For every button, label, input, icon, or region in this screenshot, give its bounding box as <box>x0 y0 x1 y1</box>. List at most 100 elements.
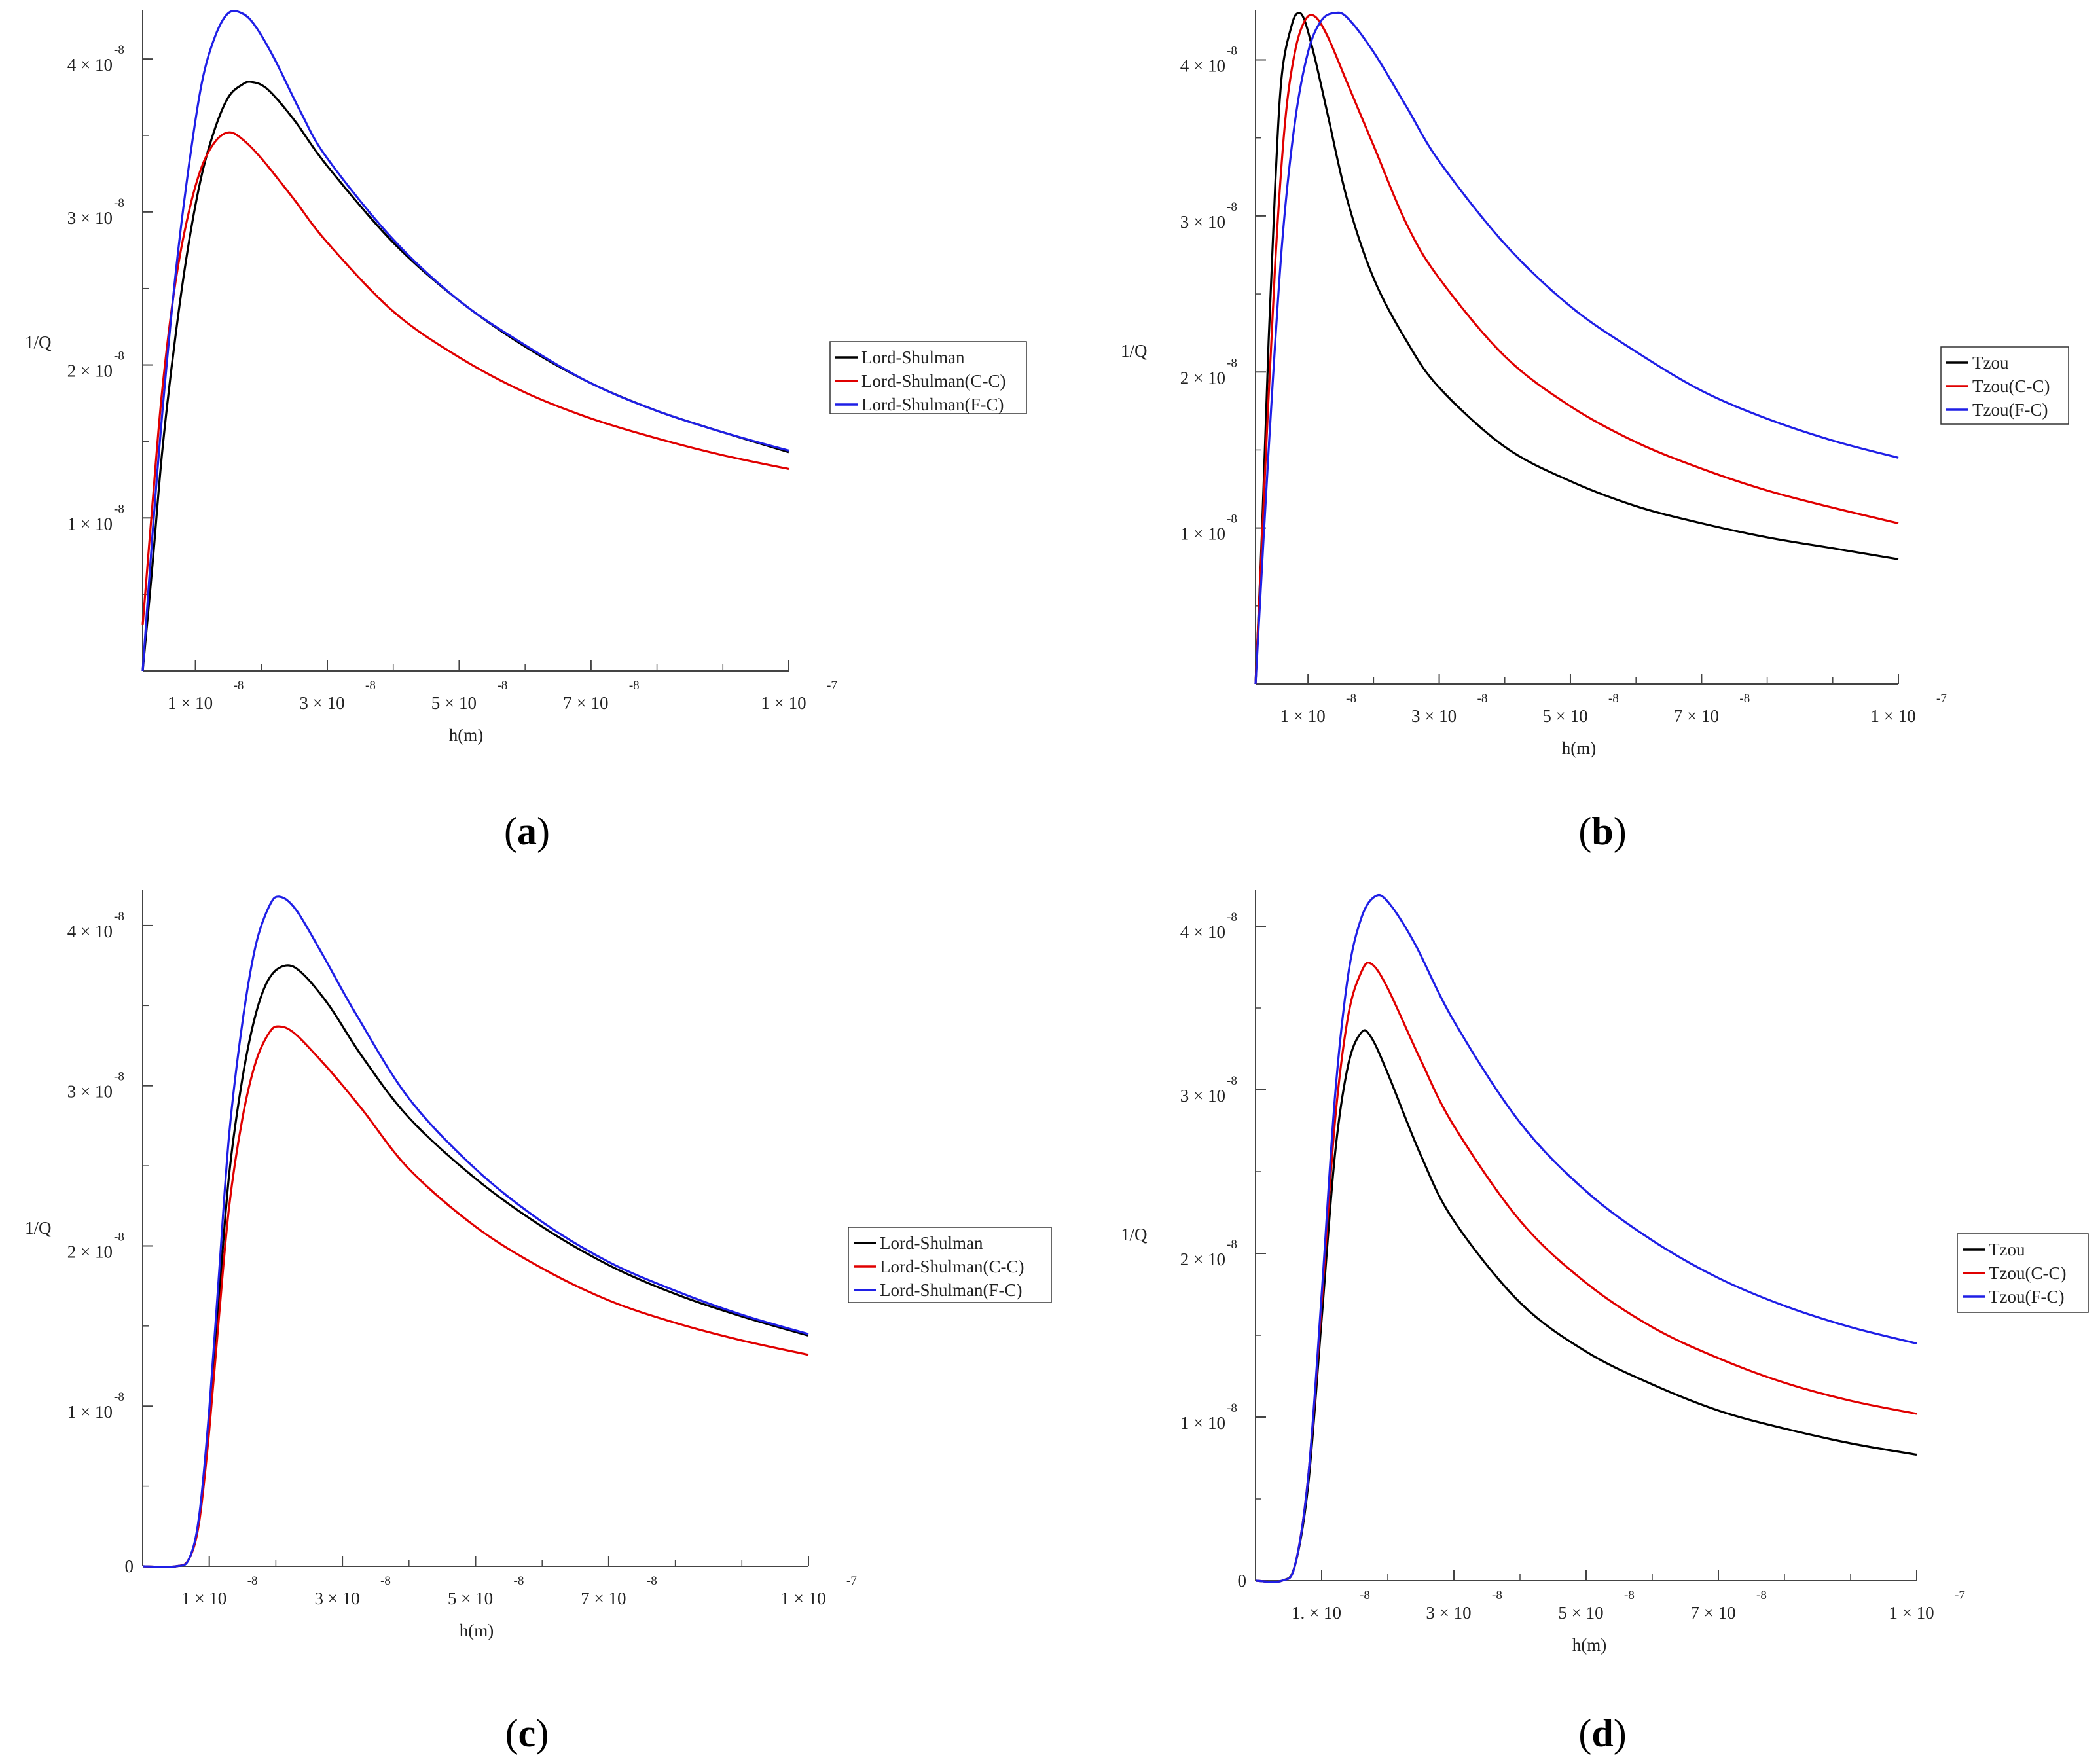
y-tick-label: 1 × 10 <box>67 1402 113 1422</box>
x-tick-exponent: -8 <box>647 1574 657 1588</box>
legend: Tzou Tzou(C-C) Tzou(F-C) <box>1957 1233 2089 1313</box>
y-tick-label: 2 × 10 <box>67 361 113 381</box>
x-tick-label: 3 × 10 <box>314 1589 359 1608</box>
legend-label: Lord-Shulman <box>880 1233 983 1253</box>
x-tick-exponent: -8 <box>234 679 244 693</box>
y-tick-exponent: -8 <box>1227 1401 1237 1415</box>
y-tick-label: 0 <box>125 1557 134 1576</box>
series-line-lord-shulman-f-c <box>142 895 809 1568</box>
y-tick-label: 4 × 10 <box>67 922 113 941</box>
y-tick-exponent: -8 <box>1227 910 1237 924</box>
y-tick-exponent: -8 <box>114 1230 124 1244</box>
series-line-tzou <box>1255 1029 1917 1583</box>
chart-panel-d: 1. × 10-83 × 10-85 × 10-87 × 10-81 × 10-… <box>1121 890 2089 1755</box>
x-tick-exponent: -8 <box>1608 692 1619 706</box>
y-tick-label: 1 × 10 <box>67 514 113 533</box>
y-tick-exponent: -8 <box>1227 45 1237 58</box>
panel-caption: (d) <box>1578 1712 1626 1755</box>
x-tick-exponent: -8 <box>1739 692 1750 706</box>
x-tick-label: 1 × 10 <box>181 1589 226 1608</box>
x-tick-exponent: -8 <box>365 679 376 693</box>
y-tick-label: 4 × 10 <box>1180 56 1225 76</box>
y-tick-label: 3 × 10 <box>1180 212 1225 232</box>
y-tick-exponent: -8 <box>114 910 124 924</box>
series-line-lord-shulman-c-c <box>142 1025 809 1568</box>
legend-label: Lord-Shulman(C-C) <box>880 1257 1024 1276</box>
x-axis-label: h(m) <box>1562 738 1596 758</box>
x-tick-label: 1 × 10 <box>1889 1603 1934 1623</box>
series-line-tzou-c-c <box>1254 14 1899 685</box>
legend-label: Tzou(F-C) <box>1972 400 2048 420</box>
x-tick-label: 1 × 10 <box>168 693 213 713</box>
panel-caption: (a) <box>504 810 550 853</box>
y-tick-label: 2 × 10 <box>1180 368 1225 387</box>
x-tick-label: 1 × 10 <box>780 1589 825 1608</box>
y-tick-exponent: -8 <box>114 1390 124 1404</box>
legend-box <box>848 1227 1052 1303</box>
x-tick-exponent: -7 <box>1955 1589 1965 1602</box>
x-tick-label: 1. × 10 <box>1292 1603 1341 1623</box>
y-tick-exponent: -8 <box>1227 200 1237 214</box>
x-tick-exponent: -7 <box>1936 692 1947 706</box>
x-tick-exponent: -8 <box>247 1574 258 1588</box>
series-line-lord-shulman-c-c <box>141 131 789 626</box>
y-tick-label: 2 × 10 <box>67 1242 113 1261</box>
legend: Lord-Shulman Lord-Shulman(C-C) Lord-Shulma… <box>848 1227 1052 1303</box>
y-tick-exponent: -8 <box>114 350 124 363</box>
y-axis-label: 1/Q <box>25 1218 52 1238</box>
y-axis-label: 1/Q <box>1121 1225 1148 1244</box>
y-tick-label: 1 × 10 <box>1180 524 1225 544</box>
y-tick-exponent: -8 <box>114 1070 124 1084</box>
x-tick-label: 7 × 10 <box>581 1589 626 1608</box>
series-line-tzou-f-c <box>1254 11 1899 685</box>
x-tick-label: 7 × 10 <box>1690 1603 1735 1623</box>
x-tick-exponent: -7 <box>846 1574 857 1588</box>
y-tick-exponent: -8 <box>1227 356 1237 370</box>
y-tick-label: 0 <box>1238 1571 1247 1591</box>
x-tick-label: 5 × 10 <box>448 1589 493 1608</box>
legend-label: Tzou <box>1989 1240 2025 1259</box>
series-line-lord-shulman-f-c <box>141 10 789 672</box>
x-tick-exponent: -8 <box>1492 1589 1502 1602</box>
x-tick-label: 1 × 10 <box>761 693 806 713</box>
legend: Tzou Tzou(C-C) Tzou(F-C) <box>1940 346 2069 425</box>
chart-panel-c: 1 × 10-83 × 10-85 × 10-87 × 10-81 × 10-7… <box>25 890 1052 1755</box>
x-tick-exponent: -8 <box>1756 1589 1767 1602</box>
legend-box <box>829 341 1027 414</box>
legend: Lord-Shulman Lord-Shulman(C-C) Lord-Shulma… <box>829 341 1027 414</box>
x-tick-label: 3 × 10 <box>1411 706 1457 726</box>
x-tick-label: 3 × 10 <box>1426 1603 1471 1623</box>
y-tick-exponent: -8 <box>114 196 124 210</box>
x-tick-exponent: -8 <box>497 679 507 693</box>
x-tick-exponent: -8 <box>1360 1589 1370 1602</box>
y-tick-exponent: -8 <box>114 43 124 57</box>
legend-label: Lord-Shulman(F-C) <box>880 1280 1022 1300</box>
series-line-tzou-f-c <box>1255 893 1917 1583</box>
legend-label: Tzou(F-C) <box>1989 1287 2064 1306</box>
x-tick-exponent: -8 <box>629 679 640 693</box>
x-tick-label: 5 × 10 <box>1558 1603 1603 1623</box>
y-tick-label: 1 × 10 <box>1180 1413 1225 1433</box>
y-tick-label: 2 × 10 <box>1180 1250 1225 1269</box>
legend-label: Lord-Shulman(F-C) <box>861 395 1004 414</box>
x-tick-exponent: -7 <box>827 679 837 693</box>
y-tick-label: 3 × 10 <box>67 1082 113 1102</box>
series-line-tzou-c-c <box>1255 962 1917 1583</box>
series-line-tzou <box>1254 12 1899 685</box>
x-tick-label: 1 × 10 <box>1870 706 1915 726</box>
y-axis-label: 1/Q <box>1121 341 1148 361</box>
legend-label: Tzou(C-C) <box>1972 376 2050 396</box>
y-tick-label: 3 × 10 <box>67 208 113 228</box>
y-tick-label: 4 × 10 <box>67 55 113 75</box>
x-tick-exponent: -8 <box>380 1574 391 1588</box>
legend-label: Tzou <box>1972 353 2009 372</box>
x-tick-label: 7 × 10 <box>563 693 608 713</box>
y-tick-exponent: -8 <box>114 502 124 516</box>
legend-label: Lord-Shulman <box>861 348 965 367</box>
y-tick-label: 3 × 10 <box>1180 1086 1225 1106</box>
y-tick-exponent: -8 <box>1227 1074 1237 1088</box>
x-axis-label: h(m) <box>449 725 483 745</box>
x-tick-label: 5 × 10 <box>1542 706 1587 726</box>
x-tick-label: 7 × 10 <box>1674 706 1719 726</box>
